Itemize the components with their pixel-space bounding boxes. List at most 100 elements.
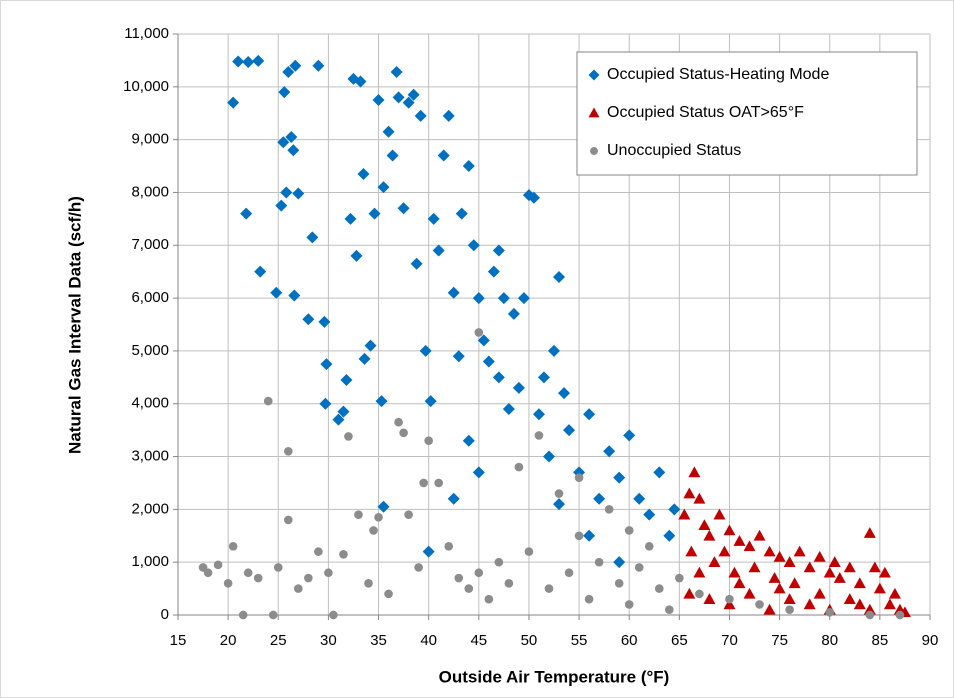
legend-label: Unoccupied Status: [607, 142, 741, 159]
y-tick-label: 11,000: [124, 25, 169, 42]
point: [288, 289, 301, 302]
point: [663, 529, 676, 542]
point: [593, 492, 606, 505]
point: [713, 508, 726, 520]
marks: [198, 54, 911, 620]
point: [492, 244, 505, 257]
point: [502, 403, 515, 416]
point: [785, 605, 794, 615]
point: [354, 510, 363, 519]
point: [447, 492, 460, 505]
point: [372, 94, 385, 107]
x-tick-label: 75: [771, 632, 788, 649]
point: [833, 572, 846, 583]
point: [314, 547, 323, 556]
point: [278, 86, 291, 99]
point: [584, 594, 594, 604]
point: [427, 212, 440, 225]
point: [263, 396, 273, 406]
point: [683, 587, 696, 599]
y-tick-label: 8,000: [131, 183, 169, 200]
point: [853, 577, 866, 589]
legend-label: Occupied Status-Heating Mode: [607, 66, 829, 83]
point: [783, 593, 796, 604]
point: [467, 239, 480, 252]
point: [419, 478, 428, 488]
x-tick-label: 45: [470, 632, 487, 649]
point: [623, 429, 636, 442]
point: [447, 286, 460, 299]
point: [683, 487, 696, 499]
point: [678, 508, 691, 520]
legend-label: Occupied Status OAT>65°F: [607, 104, 804, 121]
point: [386, 149, 399, 162]
point: [228, 542, 238, 551]
point: [377, 181, 390, 194]
point: [548, 344, 560, 357]
x-tick-label: 30: [320, 632, 337, 649]
point: [773, 582, 786, 594]
x-tick-label: 60: [621, 632, 638, 649]
point: [755, 600, 764, 609]
point: [472, 292, 485, 305]
point: [524, 547, 534, 556]
point: [424, 395, 437, 408]
point: [280, 186, 293, 199]
point: [332, 413, 345, 426]
point: [634, 563, 644, 572]
point: [527, 191, 540, 204]
point: [402, 96, 415, 109]
point: [312, 59, 325, 72]
point: [743, 587, 756, 599]
point: [289, 59, 302, 72]
point: [743, 540, 756, 552]
point: [283, 515, 293, 525]
point: [888, 587, 901, 599]
x-tick-label: 80: [821, 632, 838, 649]
point: [364, 339, 377, 352]
x-tick-label: 55: [571, 632, 588, 649]
point: [624, 526, 634, 535]
point: [563, 424, 576, 437]
point: [302, 313, 315, 326]
x-tick-label: 15: [170, 632, 187, 649]
point: [484, 594, 494, 604]
legend-box: [576, 51, 918, 176]
point: [320, 358, 333, 371]
point: [275, 199, 288, 212]
point: [504, 578, 514, 588]
point: [728, 566, 741, 578]
point: [603, 445, 616, 458]
legend-marker: [588, 69, 600, 81]
point: [432, 244, 445, 257]
point: [462, 434, 475, 447]
point: [243, 568, 253, 578]
point: [227, 96, 240, 109]
point: [324, 568, 333, 578]
point: [583, 408, 596, 421]
point: [553, 270, 566, 283]
point: [294, 584, 303, 593]
point: [304, 573, 313, 583]
point: [422, 545, 435, 558]
point: [863, 527, 876, 538]
point: [350, 249, 363, 262]
point: [553, 498, 566, 511]
point: [825, 608, 835, 617]
x-tick-label: 40: [420, 632, 437, 649]
point: [843, 561, 856, 573]
point: [664, 605, 674, 615]
point: [253, 573, 263, 583]
point: [537, 371, 550, 384]
point: [624, 600, 634, 609]
point: [369, 526, 378, 535]
point: [863, 603, 876, 615]
point: [337, 405, 350, 418]
point: [763, 603, 776, 615]
point: [287, 144, 300, 157]
point: [895, 610, 905, 620]
point: [723, 598, 736, 610]
point: [853, 598, 866, 610]
point: [763, 545, 776, 557]
point: [773, 550, 786, 562]
